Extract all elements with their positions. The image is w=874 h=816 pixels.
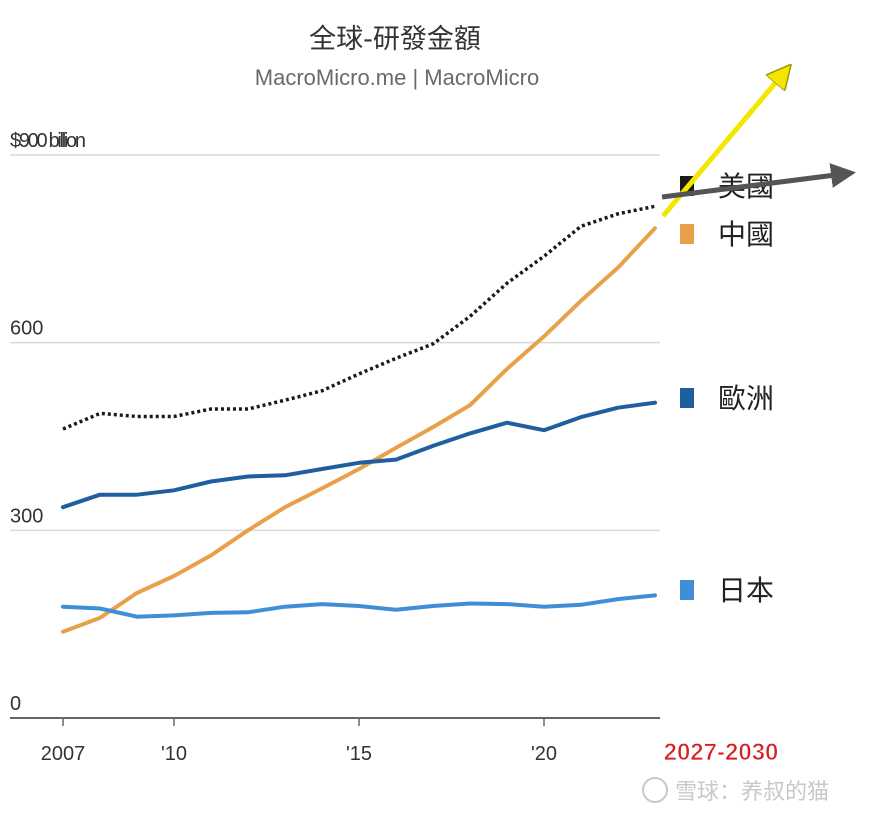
y-tick-label: $900 billion	[10, 130, 86, 152]
series-lines	[61, 204, 657, 634]
series-line-2	[61, 400, 657, 510]
period-label: 2027-2030	[664, 739, 779, 766]
chart-title: 全球-研發金額	[309, 24, 481, 55]
legend-label: 歐洲	[718, 382, 774, 415]
legend-swatch	[680, 224, 694, 244]
x-axis-ticks: 2007 '10 '15 '20	[41, 718, 557, 765]
watermark-logo-icon	[642, 777, 668, 803]
y-tick-label: 300	[10, 505, 43, 527]
chart-subtitle: MacroMicro.me | MacroMicro	[255, 65, 539, 90]
y-axis-labels: 0 300 600 $900 billion	[10, 130, 86, 715]
legend-label: 中國	[718, 218, 774, 251]
series-line-1	[61, 226, 657, 634]
x-tick-label: '20	[531, 743, 557, 765]
gray-arrow	[661, 163, 856, 200]
y-tick-label: 600	[10, 318, 43, 340]
legend-swatch	[680, 388, 694, 408]
series-line-3	[61, 593, 657, 619]
legend-swatch	[680, 580, 694, 600]
y-tick-label: 0	[10, 693, 21, 715]
x-tick-label: '15	[346, 743, 372, 765]
x-tick-label: 2007	[41, 743, 86, 765]
watermark-text: 雪球：养叔的猫	[675, 780, 829, 805]
legend-label: 日本	[718, 574, 774, 607]
grid-lines	[10, 154, 660, 532]
x-tick-label: '10	[161, 743, 187, 765]
watermark: 雪球：养叔的猫	[642, 777, 829, 805]
yellow-arrow	[661, 68, 788, 218]
legend: 美國中國歐洲日本	[680, 170, 774, 607]
